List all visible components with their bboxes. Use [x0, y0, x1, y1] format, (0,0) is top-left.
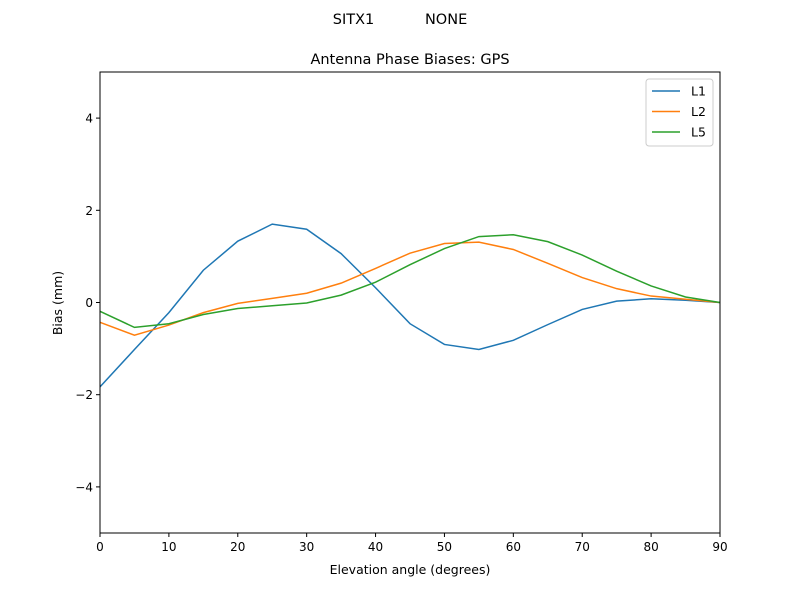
- y-tick-label: 4: [85, 112, 93, 126]
- legend-label-L2: L2: [691, 104, 706, 119]
- x-tick-label: 10: [161, 540, 176, 554]
- y-tick-label: −2: [75, 388, 93, 402]
- x-tick-label: 20: [230, 540, 245, 554]
- y-axis-ticks: −4 −2 0 2 4: [75, 112, 100, 494]
- legend-box: [645, 78, 714, 147]
- series-lines: [99, 223, 721, 388]
- x-axis-ticks: 0 10 20 30 40 50 60 70 80 90: [96, 533, 728, 554]
- x-tick-label: 90: [712, 540, 727, 554]
- series-line-L1: [99, 223, 721, 388]
- legend: L1 L2 L5: [645, 78, 714, 147]
- y-axis-label: Bias (mm): [50, 271, 65, 335]
- plot-frame: [99, 71, 721, 534]
- x-tick-label: 30: [299, 540, 314, 554]
- x-axis-label: Elevation angle (degrees): [330, 562, 491, 577]
- x-tick-label: 80: [643, 540, 658, 554]
- y-tick-label: −4: [75, 480, 93, 494]
- series-line-L5: [99, 233, 721, 329]
- legend-label-L1: L1: [691, 84, 706, 99]
- legend-label-L5: L5: [691, 125, 706, 140]
- x-tick-label: 60: [506, 540, 521, 554]
- x-tick-label: 0: [96, 540, 104, 554]
- y-tick-label: 0: [85, 296, 93, 310]
- x-tick-label: 40: [368, 540, 383, 554]
- y-tick-label: 2: [85, 204, 93, 218]
- suptitle: SITX1 NONE: [333, 12, 467, 28]
- chart-title: Antenna Phase Biases: GPS: [310, 52, 509, 68]
- series-line-L2: [99, 241, 721, 337]
- x-tick-label: 70: [575, 540, 590, 554]
- x-tick-label: 50: [437, 540, 452, 554]
